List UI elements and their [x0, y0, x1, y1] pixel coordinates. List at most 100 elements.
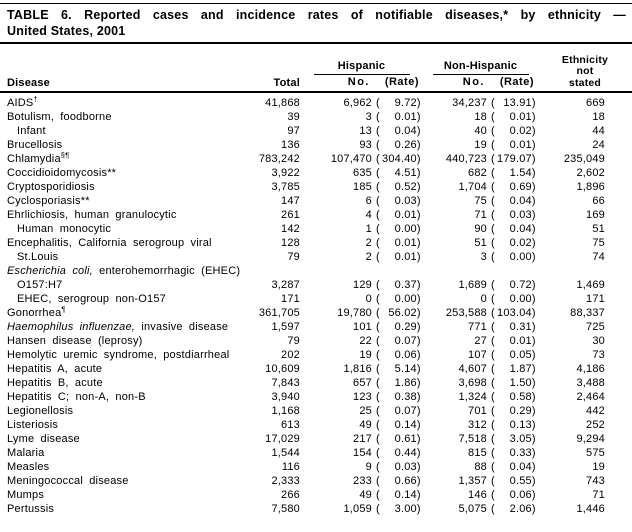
table-row: Pertussis 7,580 1,059 (3.00) 5,075 (2.06…: [0, 502, 632, 516]
table-title: TABLE 6. Reported cases and incidence ra…: [0, 4, 632, 42]
disease-name-cell: Chlamydia§¶: [0, 150, 240, 166]
rate-close-paren: ): [416, 419, 421, 431]
rate-close-paren: ): [416, 279, 421, 291]
rate-close-paren: ): [531, 377, 536, 389]
table-row: Cyclosporiasis** 147 6 (0.03) 75 (0.04) …: [0, 194, 632, 208]
disease-name: Ehrlichiosis, human granulocytic: [7, 209, 177, 221]
rate-close-paren: ): [531, 251, 536, 263]
rate-close-paren: ): [531, 335, 536, 347]
column-header-ethnicity-not-stated: Ethnicity not stated: [538, 44, 632, 93]
non-hispanic-rate-value: 3.05: [509, 433, 532, 445]
hispanic-rate-cell: (3.00): [372, 502, 423, 516]
hispanic-rate-cell: (1.86): [372, 376, 423, 390]
ethnicity-not-stated-value: 1,446: [576, 503, 605, 515]
rate-close-paren: ): [416, 391, 421, 403]
disease-name: Measles: [7, 461, 50, 473]
ethnicity-not-stated-value: 9,294: [576, 433, 605, 445]
table-row: Chlamydia§¶ 783,242 107,470 (304.40) 440…: [0, 150, 632, 166]
rate-open-paren: (: [376, 153, 380, 165]
disease-name: EHEC, serogroup non-O157: [17, 293, 166, 305]
rate-open-paren: (: [376, 251, 380, 263]
column-header-disease: Disease: [0, 44, 240, 93]
rate-open-paren: (: [491, 97, 495, 109]
non-hispanic-no-value: 1,689: [458, 279, 487, 291]
ethnicity-not-stated-value: 235,049: [563, 153, 605, 165]
hispanic-rate-value: 0.26: [394, 139, 417, 151]
hispanic-rate-cell: (304.40): [372, 152, 423, 166]
disease-name-cell: Cyclosporiasis**: [0, 194, 240, 208]
top-rule: [0, 3, 632, 4]
disease-name-cell: Meningococcal disease: [0, 474, 240, 488]
rate-open-paren: (: [491, 321, 495, 333]
rate-open-paren: (: [376, 97, 380, 109]
hispanic-group-label: Hispanic: [313, 60, 410, 75]
non-hispanic-no-value: 146: [468, 489, 487, 501]
disease-name-cell: Listeriosis: [0, 418, 240, 432]
disease-name: Legionellosis: [7, 405, 74, 417]
hispanic-rate-cell: (0.14): [372, 488, 423, 502]
non-hispanic-rate-cell: (0.03): [487, 208, 538, 222]
ethnicity-not-stated-value: 669: [586, 97, 605, 109]
disease-name: Hemolytic uremic syndrome, postdiarrheal: [7, 349, 230, 361]
rate-open-paren: (: [376, 433, 380, 445]
hispanic-no-value: 1,816: [343, 363, 372, 375]
ethnicity-not-stated-value: 24: [592, 139, 605, 151]
non-hispanic-rate-cell: (0.31): [487, 320, 538, 334]
total-value: 79: [287, 335, 300, 347]
disease-name: St.Louis: [17, 251, 59, 263]
rate-open-paren: (: [491, 349, 495, 361]
hispanic-rate-cell: (0.01): [372, 236, 423, 250]
non-hispanic-rate-value: 0.02: [509, 237, 532, 249]
disease-name: AIDS: [7, 97, 34, 109]
ethnicity-not-stated-value: 4,186: [576, 363, 605, 375]
non-hispanic-no-value: 1,324: [458, 391, 487, 403]
ethnicity-not-stated-value: 30: [592, 335, 605, 347]
disease-name-cell: Hemolytic uremic syndrome, postdiarrheal: [0, 348, 240, 362]
ethnicity-not-stated-value: 442: [586, 405, 605, 417]
rate-open-paren: (: [491, 461, 495, 473]
total-value: 17,029: [265, 433, 300, 445]
rate-open-paren: (: [491, 125, 495, 137]
table-title-line1: TABLE 6. Reported cases and incidence ra…: [7, 8, 626, 22]
hispanic-rate-value: 56.02: [388, 307, 417, 319]
non-hispanic-rate-value: 0.13: [509, 419, 532, 431]
non-hispanic-rate-cell: (0.04): [487, 222, 538, 236]
non-hispanic-rate-cell: (0.02): [487, 124, 538, 138]
non-hispanic-rate-cell: (2.06): [487, 502, 538, 516]
rate-close-paren: ): [531, 195, 536, 207]
rate-open-paren: (: [376, 209, 380, 221]
hispanic-rate-value: 1.86: [394, 377, 417, 389]
disease-footnote-mark: §¶: [60, 150, 70, 160]
non-hispanic-no-value: 0: [480, 293, 487, 305]
rate-close-paren: ): [531, 111, 536, 123]
rate-close-paren: ): [531, 125, 536, 137]
non-hispanic-no-value: 771: [468, 321, 487, 333]
rate-close-paren: ): [531, 405, 536, 417]
hispanic-no-value: 154: [353, 447, 372, 459]
non-hispanic-rate-cell: (0.58): [487, 390, 538, 404]
non-hispanic-rate-cell: (0.02): [487, 236, 538, 250]
non-hispanic-no-value: 682: [468, 167, 487, 179]
hispanic-rate-value: 0.07: [394, 335, 417, 347]
hispanic-rate-value: 0.00: [394, 223, 417, 235]
table-body: AIDS† 41,868 6,962 (9.72) 34,237 (13.91)…: [0, 92, 632, 516]
hispanic-no-value: 6: [365, 195, 372, 207]
disease-name: Chlamydia: [7, 153, 61, 165]
rate-open-paren: (: [376, 279, 380, 291]
non-hispanic-rate-cell: (0.72): [487, 278, 538, 292]
rate-open-paren: (: [491, 405, 495, 417]
non-hispanic-rate-cell: (0.00): [487, 292, 538, 306]
hispanic-no-value: 2: [365, 237, 372, 249]
rate-close-paren: ): [531, 391, 536, 403]
disease-name: Coccidioidomycosis**: [7, 167, 117, 179]
table-row: Encephalitis, California serogroup viral…: [0, 236, 632, 250]
rate-close-paren: ): [416, 307, 421, 319]
ethnicity-not-stated-value: 74: [592, 251, 605, 263]
non-hispanic-rate-value: 0.04: [509, 223, 532, 235]
disease-name-italic: Escherichia coli,: [7, 265, 93, 277]
hispanic-rate-value: 0.04: [394, 125, 417, 137]
disease-name-cell: Ehrlichiosis, human granulocytic: [0, 208, 240, 222]
non-hispanic-group-label: Non-Hispanic: [432, 60, 529, 75]
disease-name: Malaria: [7, 447, 45, 459]
rate-open-paren: (: [376, 195, 380, 207]
